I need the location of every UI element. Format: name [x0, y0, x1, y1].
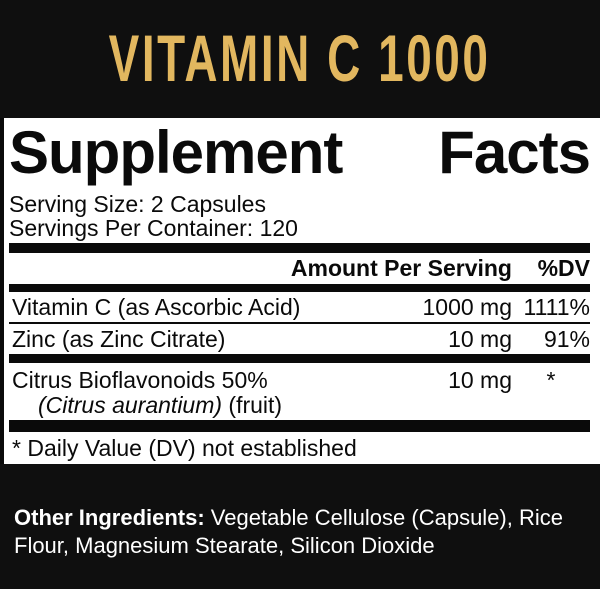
serving-size-text: Serving Size: 2 Capsules — [9, 191, 266, 217]
nutrient-name: Zinc (as Zinc Citrate) — [12, 326, 226, 352]
supplement-facts-panel: Supplement Facts Serving Size: 2 Capsule… — [0, 118, 600, 464]
nutrient-name: Citrus Bioflavonoids 50% (Citrus auranti… — [12, 367, 448, 418]
botanical-name-italic: (Citrus aurantium) — [38, 392, 223, 418]
other-ingredients-text: Other Ingredients: Vegetable Cellulose (… — [14, 504, 590, 560]
header-percent-dv: %DV — [537, 255, 590, 281]
panel-title-word-1: Supplement — [9, 119, 343, 186]
divider-thin — [9, 322, 590, 324]
serving-info: Serving Size: 2 Capsules Servings Per Co… — [9, 192, 590, 240]
panel-title-word-2: Facts — [438, 119, 591, 186]
nutrient-dv: 91% — [543, 326, 590, 352]
table-row-citrus-bioflavonoids: Citrus Bioflavonoids 50% (Citrus auranti… — [9, 363, 590, 420]
nutrient-name-line1: Citrus Bioflavonoids 50% — [12, 367, 268, 393]
divider-below-citrus — [9, 420, 590, 432]
nutrient-name-line2: (Citrus aurantium) (fruit) — [12, 393, 448, 418]
panel-title: Supplement Facts — [9, 119, 591, 186]
nutrient-dv-asterisk: * — [546, 367, 556, 393]
table-row-vitamin-c: Vitamin C (as Ascorbic Acid) 1000 mg 111… — [9, 292, 590, 322]
divider-below-header — [9, 284, 590, 292]
daily-value-footnote: * Daily Value (DV) not established — [12, 435, 357, 461]
nutrient-name: Vitamin C (as Ascorbic Acid) — [12, 294, 301, 320]
panel-content: Supplement Facts Serving Size: 2 Capsule… — [4, 122, 600, 464]
other-ingredients-list: Vegetable Cellulose (Capsule), Rice Flou… — [14, 505, 563, 558]
servings-per-container-text: Servings Per Container: 120 — [9, 215, 298, 241]
other-ingredients-section: Other Ingredients: Vegetable Cellulose (… — [0, 464, 600, 589]
divider-thick-top — [9, 243, 590, 253]
plant-part: (fruit) — [222, 392, 283, 418]
product-banner: VITAMIN C 1000 — [0, 0, 600, 118]
other-ingredients-label: Other Ingredients: — [14, 505, 205, 530]
table-header-row: Amount Per Serving %DV — [9, 253, 590, 284]
nutrient-dv: 1111% — [523, 294, 591, 320]
header-amount-per-serving: Amount Per Serving — [290, 255, 512, 281]
product-title: VITAMIN C 1000 — [109, 22, 491, 96]
divider-below-zinc — [9, 354, 590, 363]
nutrient-amount: 10 mg — [448, 367, 512, 393]
nutrient-amount: 1000 mg — [422, 294, 512, 320]
table-row-zinc: Zinc (as Zinc Citrate) 10 mg 91% — [9, 324, 590, 354]
nutrient-amount: 10 mg — [448, 326, 512, 352]
